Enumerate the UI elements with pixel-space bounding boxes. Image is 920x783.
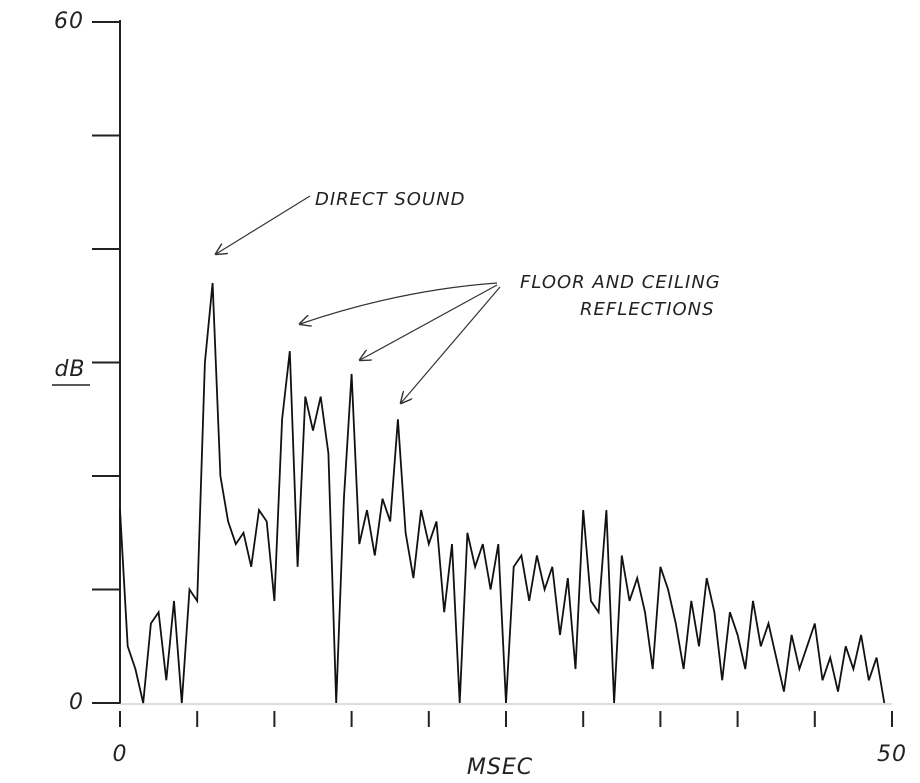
y-tick-label: 0 [69,690,84,715]
x-tick-label: 0 [113,742,128,767]
data-line [119,282,886,704]
arrow [401,286,501,403]
annotation: DIRECT SOUND [315,189,465,210]
annotation: FLOOR AND CEILING [520,272,721,293]
y-axis-label: dB [54,357,85,382]
x-tick-label: 50 [877,742,907,767]
y-tick-label: 60 [54,9,84,34]
annotation: REFLECTIONS [580,299,715,320]
arrow [360,284,498,360]
arrow [216,195,311,254]
x-axis-label: MSEC [467,755,533,780]
arrow [300,282,498,324]
